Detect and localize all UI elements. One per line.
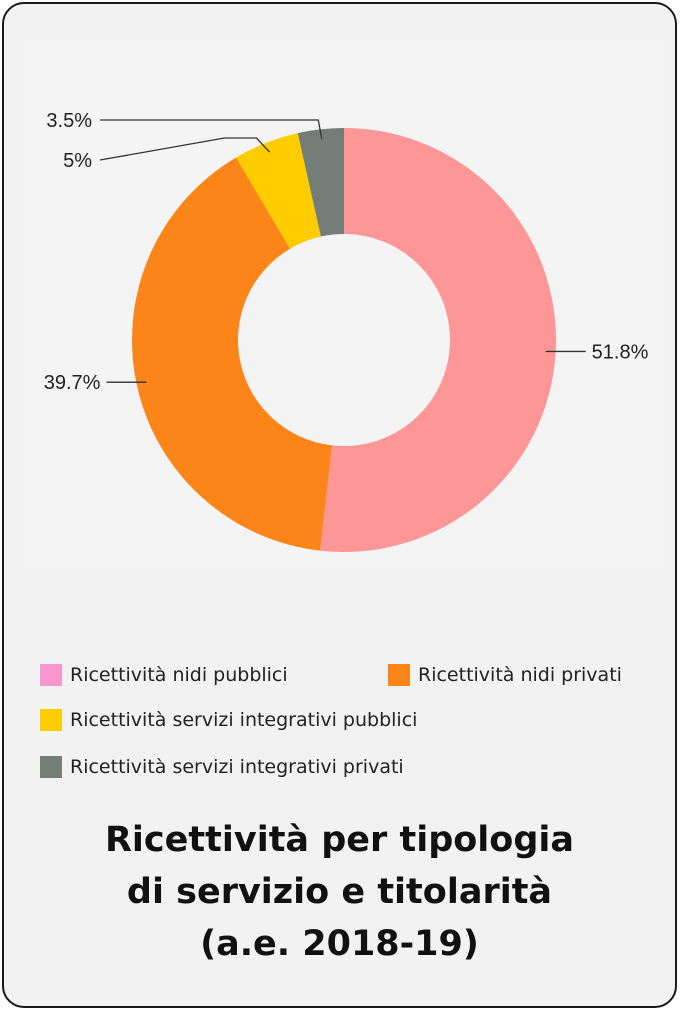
- legend-swatch-integrativi-pubblici: [40, 709, 62, 731]
- slice-nidi-pubblici[interactable]: [320, 128, 556, 552]
- data-label-nidi-pubblici: 51.8%: [592, 341, 649, 363]
- slice-nidi-privati[interactable]: [131, 157, 333, 551]
- plot-area: 51.8% 39.7% 5% 3.5%: [24, 42, 664, 562]
- data-label-nidi-privati: 39.7%: [44, 372, 101, 394]
- legend-swatch-integrativi-privati: [40, 756, 62, 778]
- legend-label-nidi-privati: Ricettività nidi privati: [418, 664, 622, 686]
- legend-item-nidi-privati[interactable]: Ricettività nidi privati: [388, 664, 622, 686]
- legend-item-integrativi-privati[interactable]: Ricettività servizi integrativi privati: [40, 756, 404, 778]
- chart-title: Ricettività per tipologia di servizio e …: [4, 814, 675, 970]
- legend-swatch-nidi-pubblici: [40, 664, 62, 686]
- data-label-integrativi-privati: 3.5%: [46, 110, 92, 132]
- legend-swatch-nidi-privati: [388, 664, 410, 686]
- data-label-integrativi-pubblici: 5%: [63, 150, 92, 172]
- leader-line-integrativi-pubblici: [99, 137, 271, 161]
- chart-title-line-1: Ricettività per tipologia: [104, 820, 574, 860]
- legend-label-nidi-pubblici: Ricettività nidi pubblici: [70, 664, 288, 686]
- legend-label-integrativi-pubblici: Ricettività servizi integrativi pubblici: [70, 709, 418, 731]
- legend-label-integrativi-privati: Ricettività servizi integrativi privati: [70, 756, 404, 778]
- legend-item-integrativi-pubblici[interactable]: Ricettività servizi integrativi pubblici: [40, 709, 417, 731]
- leader-line-integrativi-privati: [100, 119, 323, 140]
- chart-title-line-3: (a.e. 2018-19): [200, 924, 479, 964]
- legend-item-nidi-pubblici[interactable]: Ricettività nidi pubblici: [40, 664, 288, 686]
- donut-chart: 51.8% 39.7% 5% 3.5%: [44, 110, 649, 552]
- chart-title-line-2: di servizio e titolarità: [126, 872, 553, 912]
- slice-integrativi-privati[interactable]: [297, 128, 344, 237]
- slice-integrativi-pubblici[interactable]: [236, 133, 321, 249]
